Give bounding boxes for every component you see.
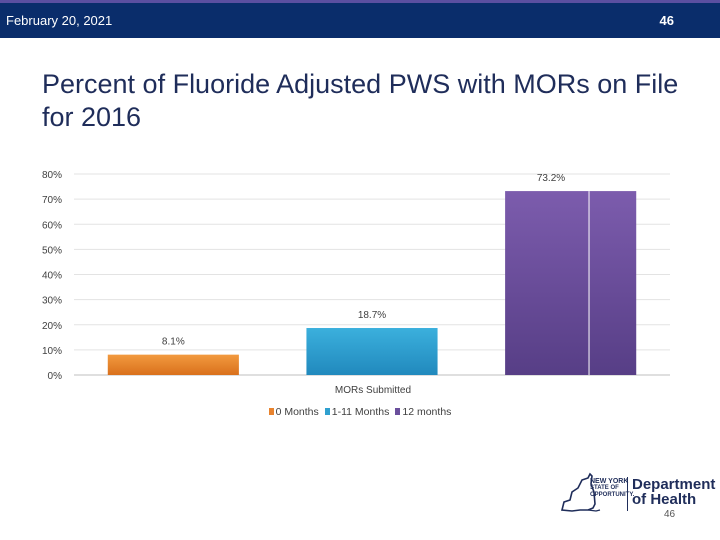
nys-wordmark-line1: NEW YORK — [590, 478, 629, 485]
y-tick-label: 10% — [42, 346, 62, 357]
header-slide-number: 46 — [659, 13, 674, 28]
data-label: 8.1% — [162, 337, 185, 348]
legend-label: 12 months — [402, 406, 452, 418]
header-bar: February 20, 2021 46 — [0, 0, 720, 38]
y-tick-label: 30% — [42, 296, 62, 307]
nys-wordmark-line3: OPPORTUNITY. — [590, 492, 635, 498]
chart-legend: 0 Months 1-11 Months 12 months — [0, 406, 720, 418]
data-label: 18.7% — [358, 310, 386, 321]
header-date: February 20, 2021 — [6, 13, 113, 28]
x-axis-label: MORs Submitted — [335, 385, 411, 396]
legend-label: 0 Months — [275, 406, 319, 418]
logo-divider — [627, 477, 628, 511]
y-tick-label: 20% — [42, 321, 62, 332]
y-tick-label: 40% — [42, 271, 62, 282]
y-tick-label: 60% — [42, 220, 62, 231]
bar-chart: 0% 10% 20% 30% 40% 50% 60% 70% 80% 8.1% 18.7% 73.2… — [42, 170, 670, 396]
dept-of-health-wordmark: Department of Health — [632, 477, 715, 507]
y-tick-label: 80% — [42, 170, 62, 181]
nys-wordmark-line2: STATE OF — [590, 485, 619, 491]
y-tick-label: 70% — [42, 195, 62, 206]
y-tick-label: 50% — [42, 245, 62, 256]
y-tick-label: 0% — [48, 371, 63, 382]
legend-swatch — [268, 408, 274, 415]
dept-line1: Department — [632, 476, 716, 493]
legend-item: 12 months — [395, 406, 451, 418]
nys-wordmark: NEW YORK STATE OF OPPORTUNITY. — [590, 478, 634, 499]
legend-item: 0 Months — [268, 406, 319, 418]
legend-swatch — [395, 408, 401, 415]
legend-label: 1-11 Months — [331, 406, 390, 418]
legend-item: 1-11 Months — [324, 406, 390, 418]
slide-title: Percent of Fluoride Adjusted PWS with MO… — [42, 69, 679, 132]
dept-line2: of Health — [632, 491, 697, 508]
legend-swatch — [324, 408, 330, 415]
bar-1-11-months — [306, 328, 438, 375]
bar-0-months — [107, 354, 239, 375]
nys-outline-icon — [560, 472, 601, 512]
footer-page-number: 46 — [664, 509, 676, 520]
data-label: 73.2% — [537, 173, 565, 184]
bar-12-months — [505, 191, 637, 375]
